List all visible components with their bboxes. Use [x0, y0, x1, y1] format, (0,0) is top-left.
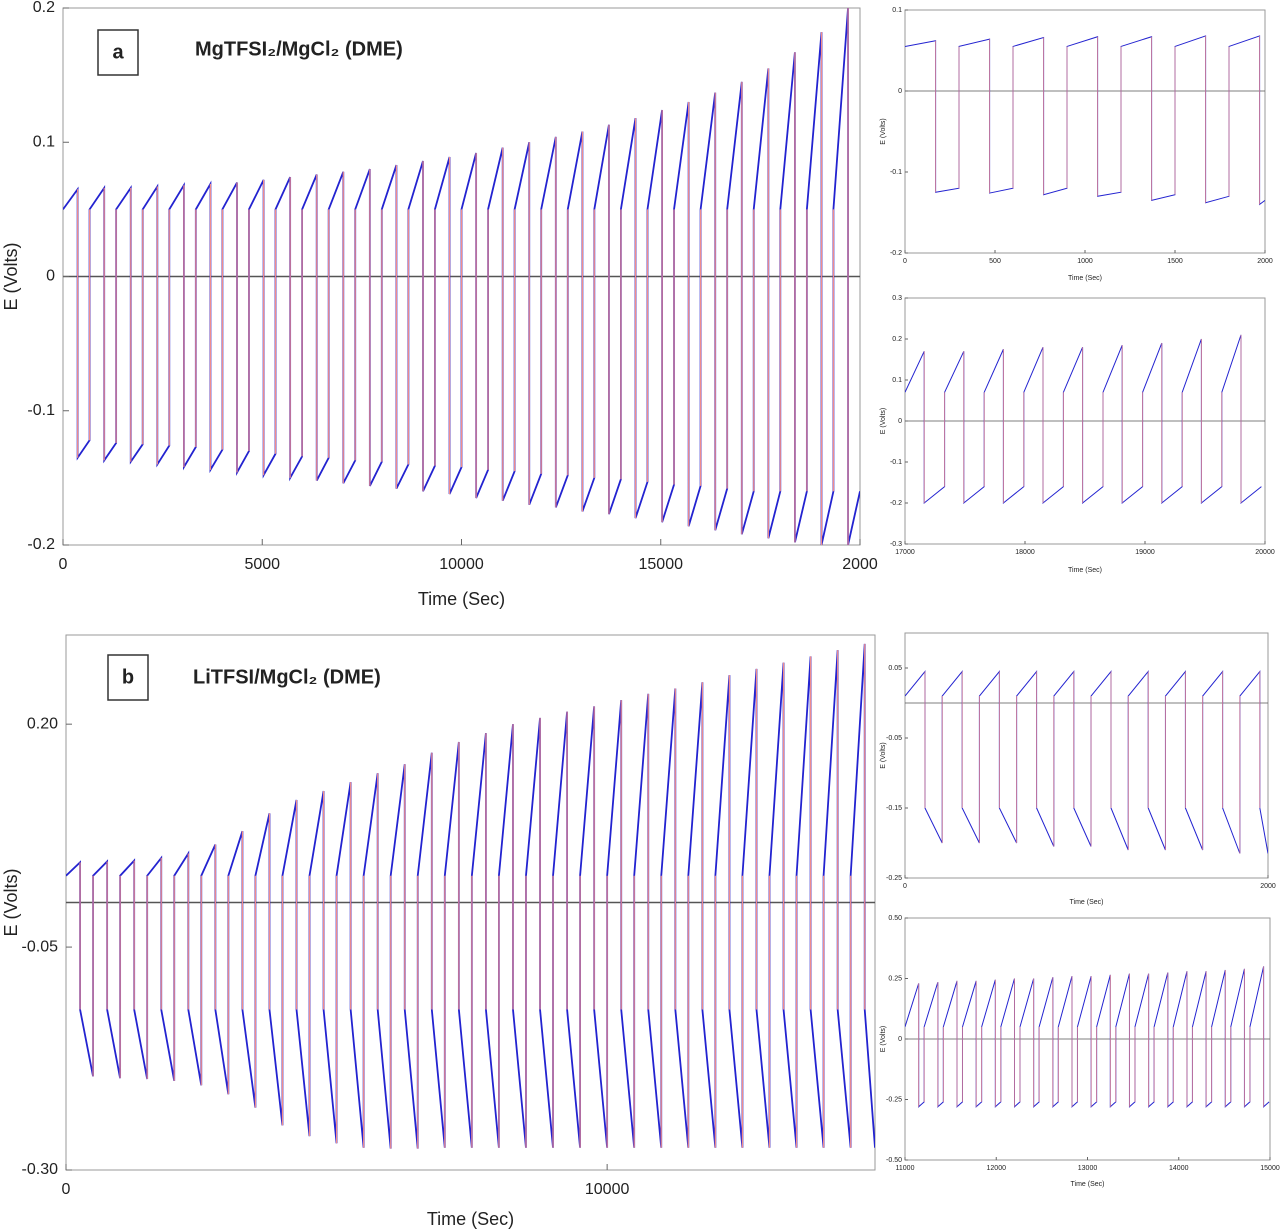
x-tick-label: 0	[62, 1181, 71, 1198]
y-tick-label: 0	[898, 1036, 902, 1043]
y-tick-label: -0.05	[22, 938, 59, 955]
y-axis-label: E (Volts)	[880, 1026, 887, 1052]
x-tick-label: 0	[59, 556, 68, 573]
x-axis-label: Time (Sec)	[1068, 567, 1102, 574]
x-tick-label: 13000	[1078, 1165, 1098, 1172]
x-tick-label: 2000	[1260, 883, 1276, 890]
x-tick-label: 15000	[639, 556, 684, 573]
y-tick-label: 0	[898, 418, 902, 425]
panel-title: LiTFSI/MgCl₂ (DME)	[193, 666, 381, 688]
y-axis-label: E (Volts)	[880, 118, 887, 144]
panel-label-box	[97, 29, 139, 76]
x-tick-label: 11000	[896, 1165, 915, 1172]
x-axis-label: Time (Sec)	[1071, 1181, 1105, 1188]
x-tick-label: 2000	[1257, 258, 1273, 265]
y-tick-label: 0.1	[33, 133, 55, 150]
y-tick-label: 0.50	[888, 915, 902, 922]
y-tick-label: 0.1	[892, 377, 902, 384]
y-tick-label: -0.50	[886, 1157, 902, 1164]
x-axis-label: Time (Sec)	[1068, 275, 1102, 282]
y-tick-label: 0.05	[888, 665, 902, 672]
y-tick-label: -0.2	[890, 500, 902, 507]
panel-label: b	[122, 666, 134, 688]
y-tick-label: -0.3	[890, 541, 902, 548]
x-axis-label: Time (Sec)	[1070, 899, 1104, 906]
y-tick-label: -0.1	[890, 459, 902, 466]
plot-frame	[904, 632, 1269, 879]
y-axis-label: E (Volts)	[880, 742, 887, 768]
y-tick-label: -0.25	[886, 1096, 902, 1103]
y-axis-label: E (Volts)	[1, 242, 21, 310]
y-tick-label: 0.2	[892, 336, 902, 343]
x-tick-label: 2000	[842, 556, 878, 573]
x-tick-label: 10000	[585, 1181, 630, 1198]
x-tick-label: 19000	[1135, 549, 1155, 556]
panel-label-box	[107, 654, 149, 701]
x-tick-label: 12000	[987, 1165, 1007, 1172]
y-tick-label: -0.30	[22, 1161, 59, 1178]
x-tick-label: 500	[989, 258, 1001, 265]
x-tick-label: 5000	[244, 556, 280, 573]
y-tick-label: 0	[46, 268, 55, 285]
x-tick-label: 10000	[439, 556, 484, 573]
x-tick-label: 15000	[1260, 1165, 1280, 1172]
y-axis-label: E (Volts)	[1, 868, 21, 936]
y-tick-label: -0.2	[890, 250, 902, 257]
y-tick-label: -0.1	[890, 169, 902, 176]
x-tick-label: 14000	[1169, 1165, 1189, 1172]
panel-title: MgTFSI₂/MgCl₂ (DME)	[195, 38, 403, 60]
panel-label: a	[112, 41, 124, 63]
y-tick-label: 0.25	[888, 975, 902, 982]
y-tick-label: -0.05	[886, 735, 902, 742]
x-tick-label: 0	[903, 883, 907, 890]
y-tick-label: 0	[898, 88, 902, 95]
y-tick-label: -0.2	[27, 536, 55, 553]
x-tick-label: 18000	[1015, 549, 1035, 556]
plot-area	[63, 8, 860, 545]
x-tick-label: 20000	[1255, 549, 1275, 556]
y-tick-label: 0.2	[33, 0, 55, 16]
plot-area	[66, 643, 875, 1149]
x-axis-label: Time (Sec)	[418, 589, 505, 609]
y-tick-label: 0.3	[892, 295, 902, 302]
x-tick-label: 0	[903, 258, 907, 265]
plot-area	[905, 334, 1265, 505]
y-axis-label: E (Volts)	[880, 408, 887, 434]
y-tick-label: -0.25	[886, 875, 902, 882]
plot-area	[905, 35, 1265, 206]
y-tick-label: -0.1	[27, 402, 55, 419]
x-tick-label: 17000	[895, 549, 915, 556]
x-tick-label: 1000	[1077, 258, 1093, 265]
x-axis-label: Time (Sec)	[427, 1209, 514, 1229]
plot-area	[905, 966, 1270, 1108]
plot-frame	[904, 9, 1266, 254]
x-tick-label: 1500	[1167, 258, 1183, 265]
y-tick-label: 0.20	[27, 715, 58, 732]
y-tick-label: -0.15	[886, 805, 902, 812]
y-tick-label: 0.1	[892, 7, 902, 14]
plot-area	[905, 670, 1268, 854]
